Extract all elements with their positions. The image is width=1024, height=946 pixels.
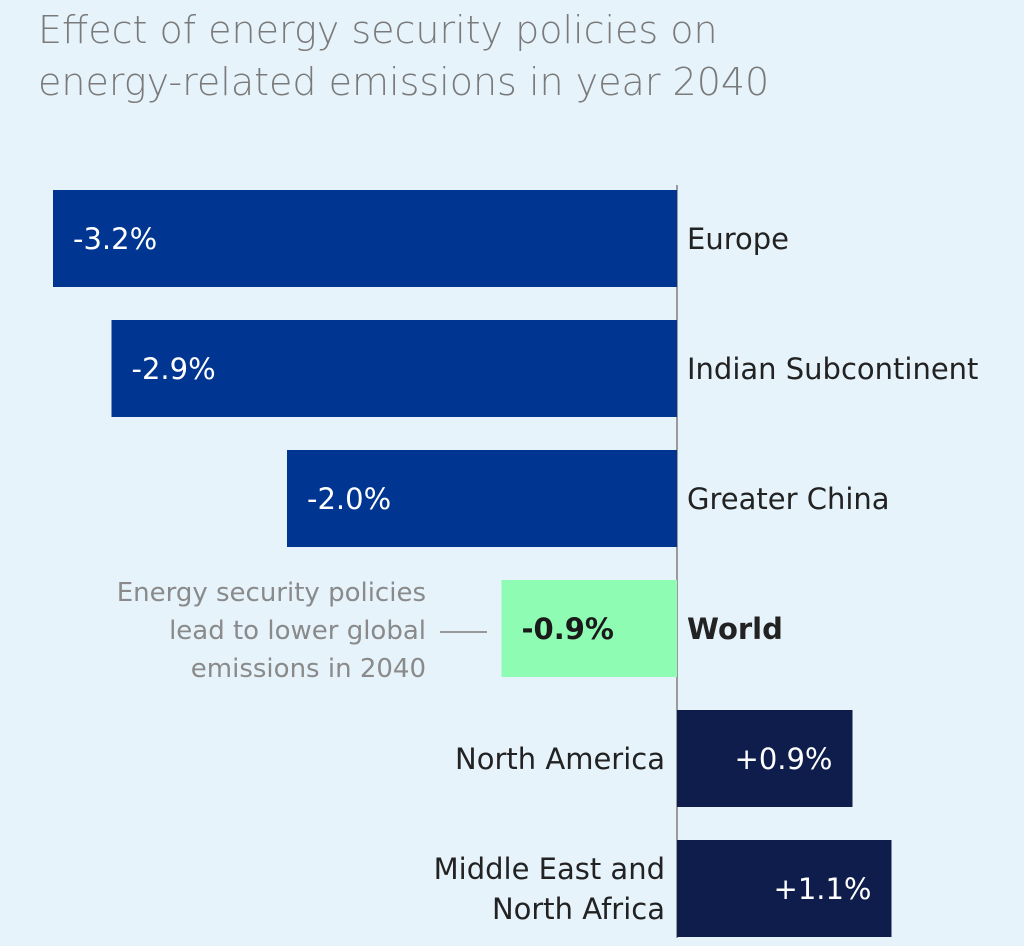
bar (677, 710, 853, 807)
bar (501, 580, 677, 677)
value-label: -3.2% (73, 221, 158, 256)
value-label: -2.9% (131, 351, 216, 386)
category-label: Indian Subcontinent (687, 351, 979, 386)
value-label: +0.9% (734, 741, 833, 776)
category-label: Middle East and North Africa (433, 851, 665, 926)
value-label: +1.1% (773, 871, 872, 906)
chart-title: Effect of energy security policies on en… (38, 8, 770, 104)
value-label: -0.9% (521, 611, 614, 646)
bar (677, 840, 892, 937)
category-label: World (687, 611, 783, 646)
category-label: North America (455, 741, 665, 776)
category-label: Greater China (687, 481, 890, 516)
bar (287, 450, 677, 547)
annotation: Energy security policies lead to lower g… (116, 578, 426, 684)
bar (53, 190, 677, 287)
bar (111, 320, 677, 417)
category-label: Europe (687, 221, 789, 256)
value-label: -2.0% (307, 481, 392, 516)
